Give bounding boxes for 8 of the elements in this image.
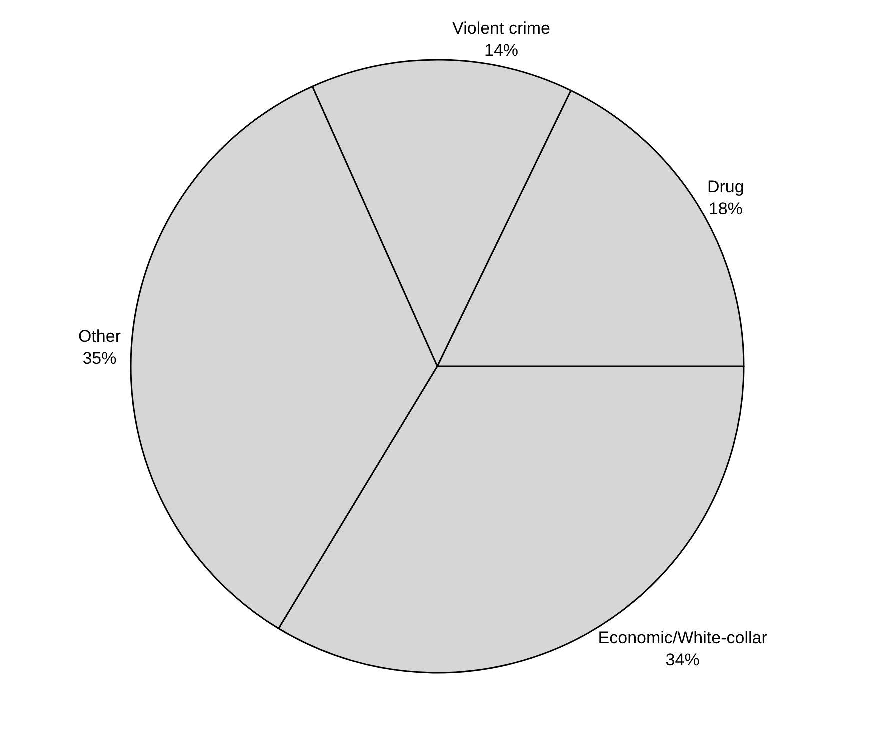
slice-label: Other: [78, 326, 122, 346]
slice-label: Drug: [707, 177, 744, 196]
data-label: 35%: [82, 348, 117, 368]
data-label: 18%: [708, 199, 743, 218]
slice-label: Violent crime: [452, 18, 550, 38]
slice-label: Economic/White-collar: [598, 628, 768, 648]
data-label: 14%: [484, 41, 519, 60]
data-label: 34%: [666, 650, 700, 670]
